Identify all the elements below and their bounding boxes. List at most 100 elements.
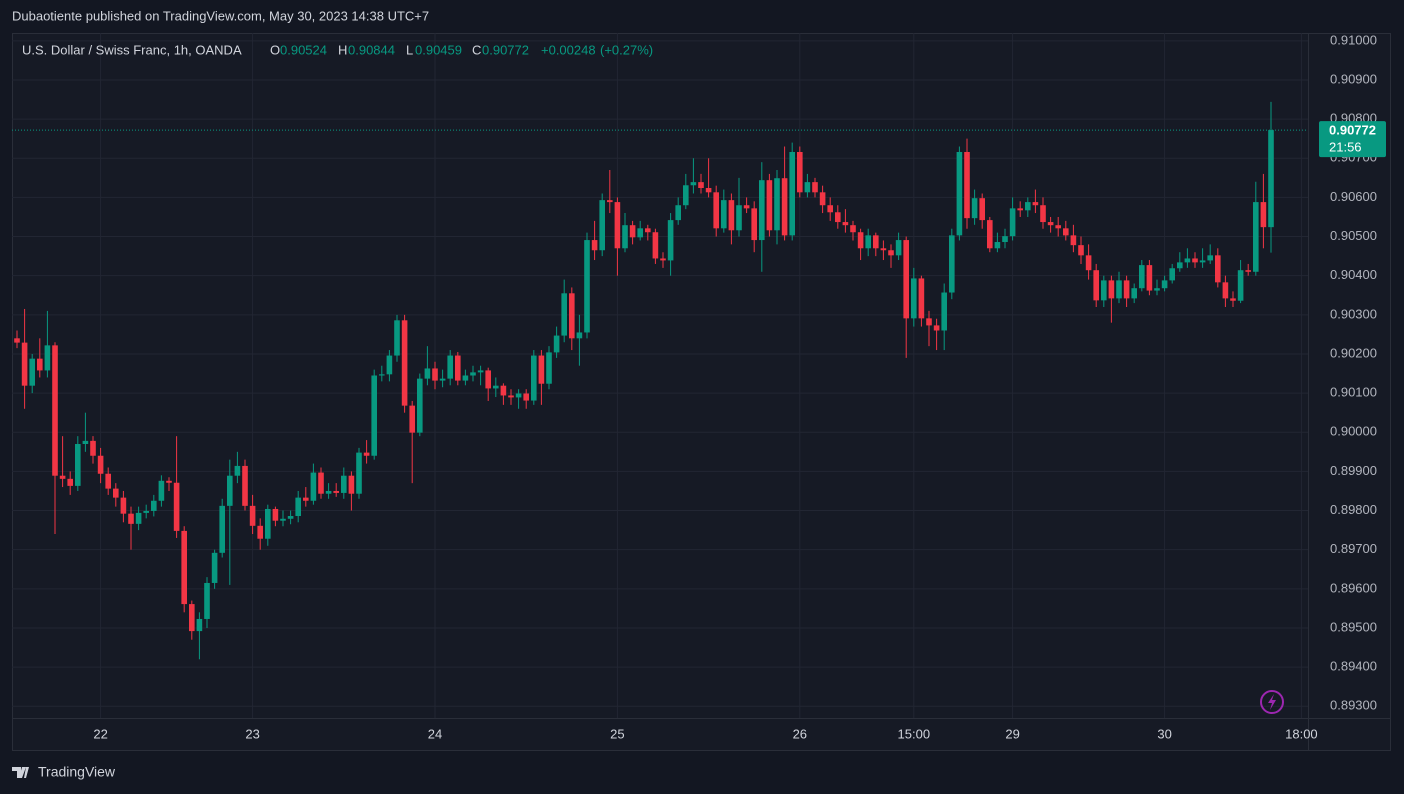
candle-body xyxy=(895,240,902,256)
candle-body xyxy=(44,345,51,371)
candle-body xyxy=(987,220,993,249)
candle-body xyxy=(204,582,210,619)
candle-body xyxy=(842,222,849,226)
y-tick-label: 0.90500 xyxy=(1330,228,1377,243)
candle-body xyxy=(576,332,583,339)
candle-body xyxy=(493,385,499,389)
candle-body xyxy=(1025,202,1031,211)
candle-body xyxy=(181,530,187,605)
grid xyxy=(12,33,1308,718)
x-tick-label: 29 xyxy=(1005,726,1019,741)
publish-header: Dubaotiente published on TradingView.com… xyxy=(12,8,429,23)
candle-body xyxy=(75,444,81,486)
candle-body xyxy=(804,182,811,193)
candle-body xyxy=(1184,258,1191,263)
candle-body xyxy=(1268,130,1274,228)
candle-body xyxy=(888,250,894,256)
y-tick-label: 0.90200 xyxy=(1330,345,1377,360)
change-percent: (+0.27%) xyxy=(600,42,653,57)
last-price-label: 0.90772 xyxy=(1329,123,1376,138)
y-tick-label: 0.89300 xyxy=(1330,698,1377,713)
candle-body xyxy=(812,182,818,193)
candle-body xyxy=(683,185,689,206)
ohlc-value: 0.90844 xyxy=(348,42,395,57)
y-tick-label: 0.89500 xyxy=(1330,619,1377,634)
candle-body xyxy=(455,355,461,381)
candle-body xyxy=(439,378,446,381)
y-tick-label: 0.90900 xyxy=(1330,71,1377,86)
candle-body xyxy=(409,405,415,433)
candle-body xyxy=(759,180,765,241)
candle-body xyxy=(523,393,529,401)
candle-body xyxy=(158,480,165,501)
candle-body xyxy=(1199,260,1206,263)
candle-body xyxy=(797,151,803,193)
candle-body xyxy=(1161,280,1168,289)
candle-body xyxy=(979,198,985,221)
candle-body xyxy=(143,510,149,513)
candle-body xyxy=(728,200,735,231)
y-tick-label: 0.89400 xyxy=(1330,659,1377,674)
ohlc-label: C xyxy=(472,42,481,57)
candle-body xyxy=(287,516,294,519)
candle-body xyxy=(781,178,788,236)
alert-icon-ring[interactable] xyxy=(1260,690,1284,714)
y-tick-label: 0.89600 xyxy=(1330,580,1377,595)
candle-body xyxy=(918,278,925,319)
candle-body xyxy=(690,182,697,186)
y-tick-label: 0.91000 xyxy=(1330,32,1377,47)
y-tick-label: 0.89900 xyxy=(1330,463,1377,478)
alert-icon[interactable] xyxy=(1260,690,1284,714)
candle-body xyxy=(189,604,195,632)
candle-body xyxy=(622,225,628,249)
candle-body xyxy=(477,370,484,373)
candle-body xyxy=(1002,236,1008,243)
candle-body xyxy=(90,440,96,456)
candle-body xyxy=(515,393,522,398)
candle-body xyxy=(911,278,917,319)
candle-body xyxy=(751,208,757,241)
x-tick-label: 24 xyxy=(428,726,442,741)
y-tick-label: 0.90300 xyxy=(1330,306,1377,321)
logo: TradingView xyxy=(12,764,116,780)
candle-body xyxy=(1169,268,1175,281)
candle-body xyxy=(546,352,552,384)
candle-body xyxy=(1207,255,1213,261)
candle-body xyxy=(348,475,355,494)
candle-body xyxy=(941,292,947,331)
y-tick-label: 0.90600 xyxy=(1330,189,1377,204)
candle-body xyxy=(310,472,317,501)
candle-body xyxy=(766,180,773,231)
candle-body xyxy=(614,202,621,249)
candle-body xyxy=(219,505,225,553)
candle-body xyxy=(371,375,377,456)
candle-body xyxy=(1192,258,1198,263)
candle-body xyxy=(903,240,909,319)
candle-body xyxy=(675,205,681,221)
candle-body xyxy=(561,293,567,336)
ohlc-value: 0.90459 xyxy=(415,42,462,57)
candle-body xyxy=(401,320,408,406)
candle-body xyxy=(1139,265,1145,289)
candle-body xyxy=(652,232,659,259)
candle-body xyxy=(1123,280,1130,299)
candle-body xyxy=(500,385,507,396)
candle-body xyxy=(272,508,279,521)
candle-body xyxy=(249,505,256,526)
candle-body xyxy=(447,355,453,379)
candle-body xyxy=(211,552,218,583)
labels: 0.89300 0.89400 0.89500 0.89600 0.89700 0.898… xyxy=(93,32,1386,741)
candle-body xyxy=(1253,202,1259,272)
candle-body xyxy=(21,342,28,386)
candle-body xyxy=(166,480,172,483)
candle-body xyxy=(1085,255,1092,271)
candle-body xyxy=(97,455,104,474)
candle-body xyxy=(629,225,636,238)
candle-body xyxy=(827,205,833,213)
candle-body xyxy=(105,473,111,489)
candle-body xyxy=(29,358,35,386)
alert-icon-bolt[interactable] xyxy=(1268,694,1276,710)
candle-body xyxy=(1108,280,1115,299)
x-tick-label: 26 xyxy=(793,726,807,741)
candle-body xyxy=(865,235,871,249)
